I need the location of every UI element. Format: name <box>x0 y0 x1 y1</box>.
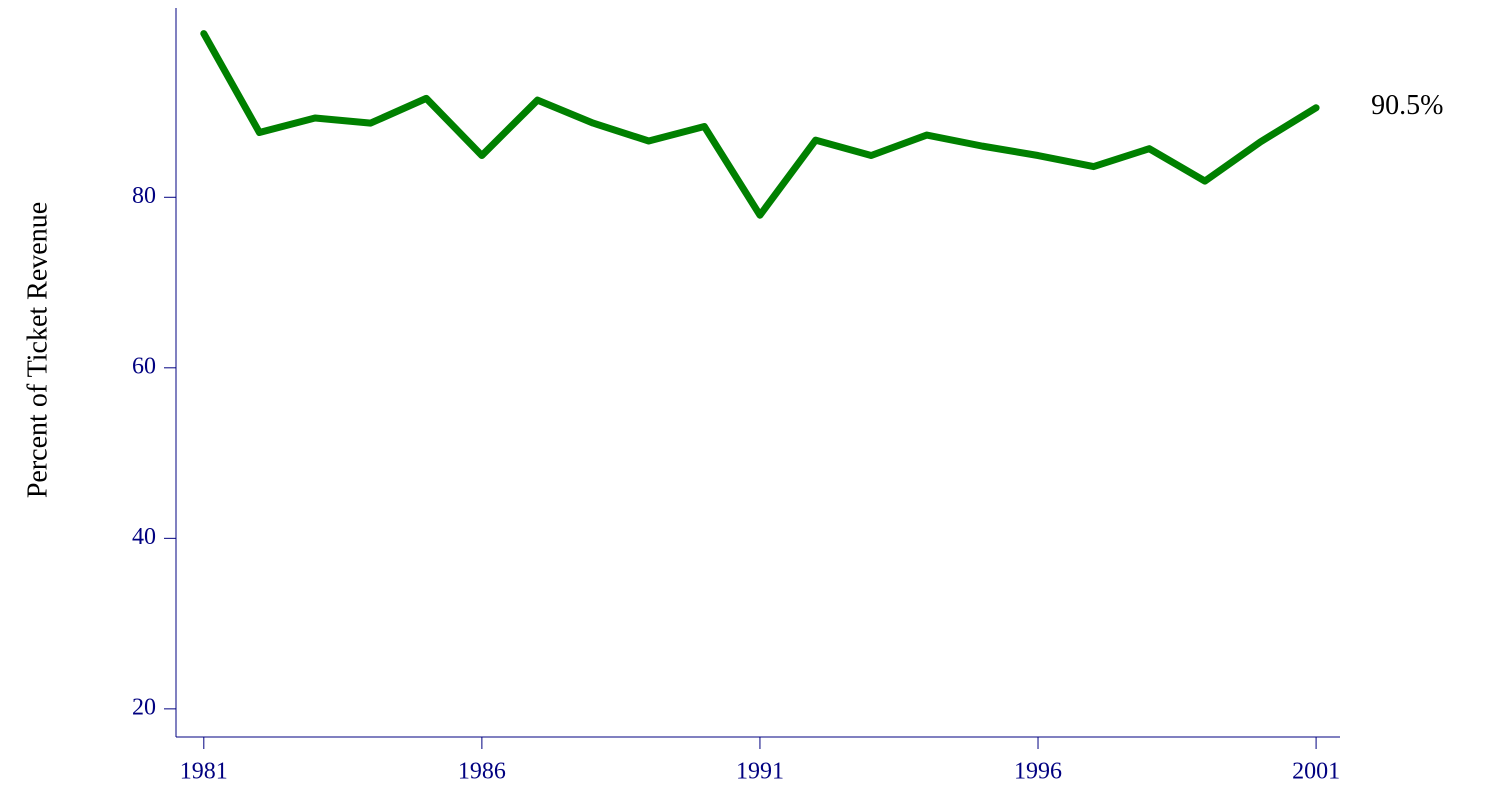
y-tick-label: 80 <box>132 183 156 209</box>
y-tick-label: 60 <box>132 353 156 379</box>
x-tick-label: 1981 <box>180 759 228 785</box>
value-label: 90.5% <box>1371 90 1443 121</box>
x-tick-label: 1996 <box>1014 759 1062 785</box>
x-tick-label: 1986 <box>458 759 506 785</box>
x-tick-label: 1991 <box>736 759 784 785</box>
data-line <box>200 30 1320 219</box>
y-axis-label: Percent of Ticket Revenue <box>22 202 53 498</box>
y-tick-label: 20 <box>132 694 156 720</box>
y-tick-label: 40 <box>132 524 156 550</box>
x-tick-label: 2001 <box>1292 759 1340 785</box>
